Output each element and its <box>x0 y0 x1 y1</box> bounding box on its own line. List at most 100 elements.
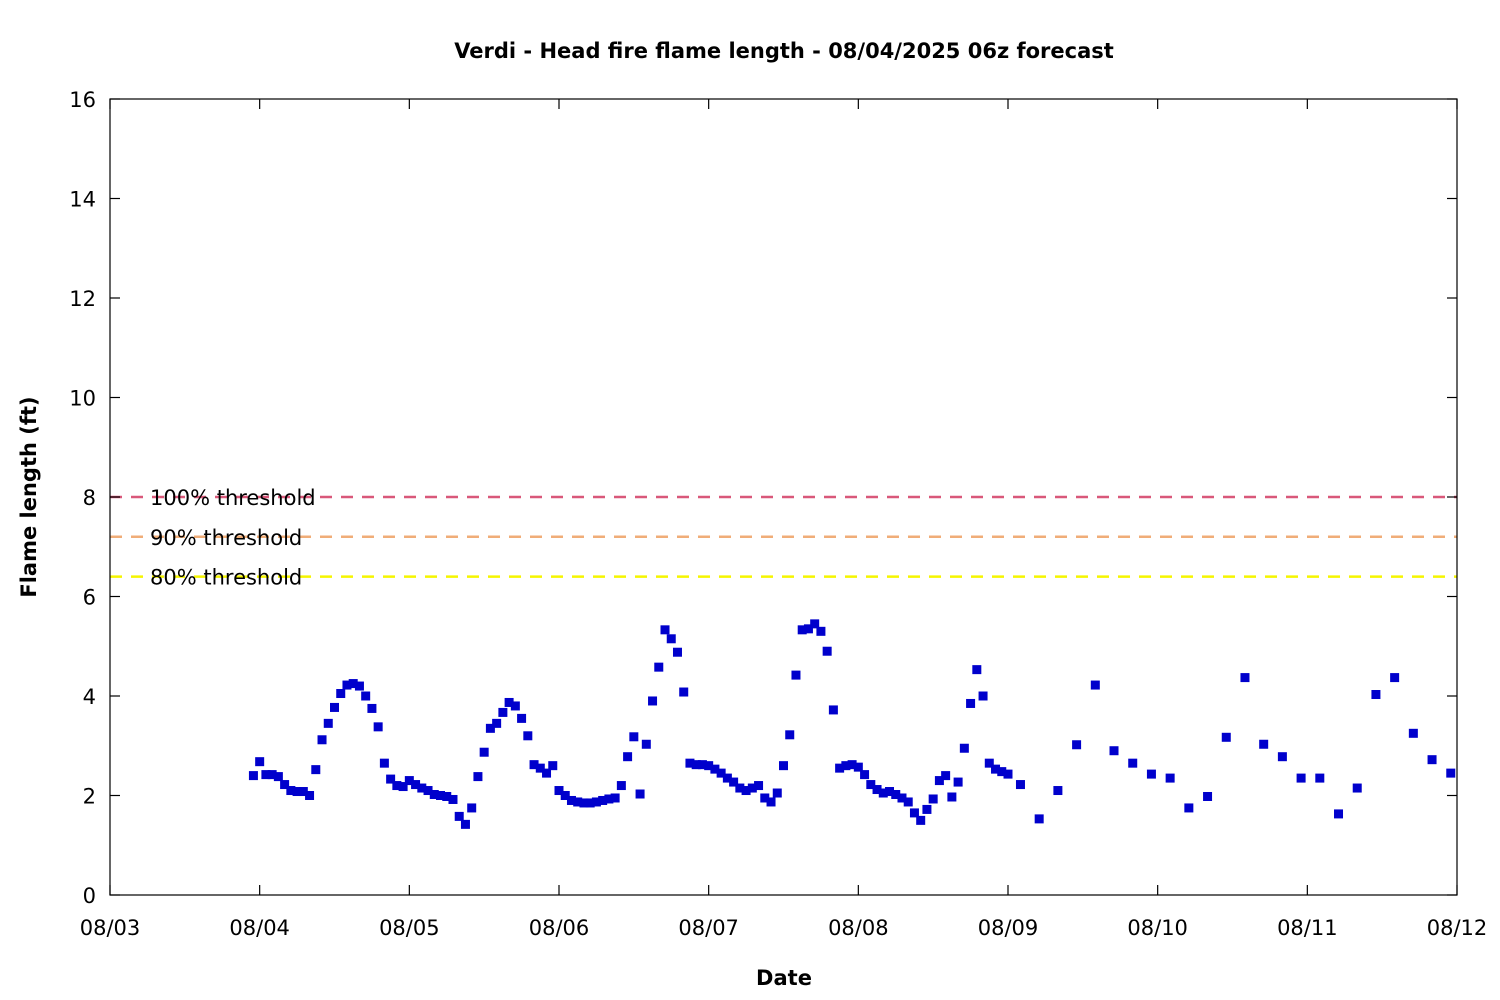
data-point <box>423 786 433 796</box>
y-axis: 0 2 4 6 8 10 12 14 16 <box>69 88 1457 908</box>
data-point <box>566 795 576 805</box>
data-point <box>916 815 926 825</box>
data-point <box>248 771 258 781</box>
data-point <box>367 703 377 713</box>
data-point <box>330 702 339 712</box>
data-point <box>1184 803 1194 813</box>
data-point <box>766 797 776 807</box>
data-point <box>311 765 321 775</box>
data-point <box>697 760 707 770</box>
y-tick-label: 2 <box>83 785 96 809</box>
y-tick-label: 14 <box>69 188 96 212</box>
data-point <box>317 735 327 745</box>
data-point <box>1315 773 1325 783</box>
data-point <box>379 758 389 768</box>
data-point <box>972 665 982 675</box>
y-tick-label: 16 <box>69 88 96 112</box>
data-point <box>535 763 545 773</box>
data-point <box>803 624 813 634</box>
data-point <box>292 787 302 797</box>
data-point <box>467 803 477 813</box>
data-point <box>978 691 988 701</box>
data-point <box>666 634 676 644</box>
data-point <box>860 770 870 780</box>
data-point <box>772 788 782 798</box>
data-point <box>529 760 539 770</box>
data-point <box>1034 814 1044 824</box>
data-point <box>342 680 352 690</box>
data-point <box>1446 768 1456 778</box>
data-point <box>1334 809 1344 819</box>
data-point <box>411 780 421 790</box>
data-point <box>417 783 427 793</box>
data-point <box>623 752 633 762</box>
data-point <box>885 787 895 797</box>
data-point <box>847 760 857 770</box>
data-point <box>1072 740 1082 750</box>
data-point <box>273 772 283 782</box>
x-tick-label: 08/06 <box>529 916 590 940</box>
data-point <box>822 646 832 656</box>
x-tick-label: 08/07 <box>678 916 739 940</box>
x-tick-label: 08/03 <box>80 916 141 940</box>
x-tick-label: 08/10 <box>1127 916 1188 940</box>
data-point <box>791 670 801 680</box>
data-point <box>361 691 371 701</box>
data-point <box>760 793 770 803</box>
data-point <box>261 770 271 780</box>
data-point <box>610 793 620 803</box>
data-point <box>1090 680 1100 690</box>
data-point <box>336 689 346 699</box>
data-point <box>517 713 527 723</box>
data-point <box>729 777 739 787</box>
data-point <box>841 761 851 771</box>
data-point <box>585 798 595 808</box>
data-point <box>909 808 919 818</box>
data-point <box>1146 769 1156 779</box>
data-point <box>448 794 458 804</box>
data-point <box>523 731 533 741</box>
x-axis: 08/03 08/04 08/05 08/06 08/07 08/08 08/09 08/10… <box>80 99 1487 940</box>
data-point <box>398 782 408 792</box>
data-point <box>616 781 626 791</box>
data-point <box>741 786 751 796</box>
data-point <box>891 790 901 800</box>
data-point <box>1371 690 1381 700</box>
data-point <box>810 619 820 629</box>
x-tick-label: 08/04 <box>229 916 290 940</box>
data-point <box>928 794 938 804</box>
data-point <box>785 730 795 740</box>
data-point <box>280 780 290 790</box>
data-point <box>267 770 277 780</box>
data-point <box>629 732 639 742</box>
data-point <box>922 804 932 814</box>
data-point <box>641 739 651 749</box>
data-point <box>354 681 364 691</box>
threshold-label: 90% threshold <box>150 526 302 550</box>
data-point <box>685 758 695 768</box>
data-points <box>248 619 1456 829</box>
data-point <box>635 789 645 799</box>
x-tick-label: 08/11 <box>1277 916 1338 940</box>
data-point <box>548 761 558 771</box>
data-point <box>1003 769 1013 779</box>
threshold-label: 80% threshold <box>150 566 302 590</box>
data-point <box>348 679 358 689</box>
data-point <box>704 761 714 771</box>
y-tick-label: 0 <box>83 884 96 908</box>
x-tick-label: 08/09 <box>978 916 1039 940</box>
data-point <box>386 774 396 784</box>
data-point <box>897 793 907 803</box>
data-point <box>654 662 664 672</box>
data-point <box>1352 783 1362 793</box>
data-point <box>298 787 308 797</box>
threshold-label: 100% threshold <box>150 486 316 510</box>
data-point <box>1408 728 1418 738</box>
data-point <box>373 722 383 732</box>
data-point <box>554 786 564 796</box>
data-point <box>722 773 732 783</box>
data-point <box>1296 773 1306 783</box>
data-point <box>255 757 265 767</box>
data-point <box>959 743 969 753</box>
